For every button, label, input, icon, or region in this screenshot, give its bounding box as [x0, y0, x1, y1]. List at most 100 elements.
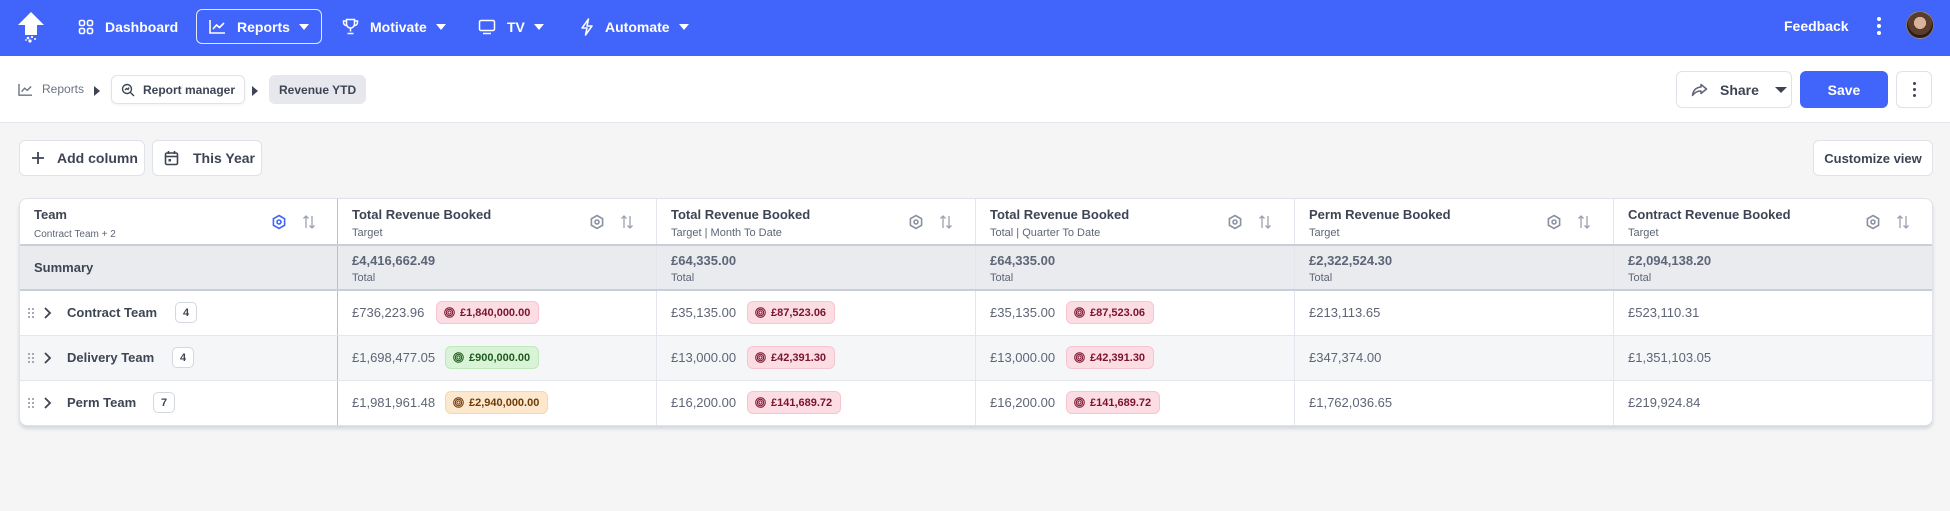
value-cell: £13,000.00 £42,391.30	[976, 336, 1295, 380]
target-value: £42,391.30	[1090, 351, 1146, 364]
customize-view-button[interactable]: Customize view	[1813, 140, 1933, 176]
column-subtitle: Target	[1628, 227, 1659, 239]
report-table: Team Contract Team + 2 Total Revenue Boo…	[19, 198, 1933, 426]
chevron-right-icon[interactable]	[42, 351, 52, 365]
cell-value: £16,200.00	[671, 395, 737, 410]
column-header-team: Team Contract Team + 2	[20, 199, 338, 244]
member-count-badge: 4	[172, 347, 194, 368]
table-row[interactable]: Contract Team 4 £736,223.96 £1,840,000.0…	[20, 291, 1932, 336]
sort-icon[interactable]	[620, 214, 634, 230]
date-range-button[interactable]: This Year	[152, 140, 262, 176]
nav-reports[interactable]: Reports	[196, 9, 322, 44]
breadcrumb-separator-icon	[94, 86, 100, 96]
drag-handle-icon[interactable]	[27, 307, 35, 319]
nav-dashboard[interactable]: Dashboard	[66, 9, 190, 44]
column-header: Total Revenue Booked Target	[338, 199, 657, 244]
feedback-link[interactable]: Feedback	[1784, 18, 1849, 34]
nav-motivate-label: Motivate	[370, 18, 427, 35]
target-badge: £87,523.06	[747, 301, 836, 324]
more-options-icon[interactable]	[1876, 17, 1882, 37]
plus-icon	[32, 152, 44, 164]
summary-cell: £4,416,662.49 Total	[338, 246, 657, 289]
value-cell: £523,110.31	[1614, 291, 1932, 335]
column-subtitle: Target	[352, 227, 383, 239]
nav-automate[interactable]: Automate	[568, 9, 701, 44]
drag-handle-icon[interactable]	[27, 352, 35, 364]
target-value: £141,689.72	[1090, 396, 1152, 409]
add-column-button[interactable]: Add column	[19, 140, 145, 176]
nav-tv[interactable]: TV	[466, 9, 556, 44]
chevron-down-icon	[435, 23, 446, 30]
team-name[interactable]: Contract Team	[67, 305, 158, 320]
target-icon	[1074, 352, 1085, 363]
settings-gear-icon[interactable]	[908, 214, 924, 230]
column-header: Perm Revenue Booked Target	[1295, 199, 1614, 244]
monitor-icon	[478, 19, 496, 34]
summary-label-cell: Summary	[20, 246, 338, 289]
drag-handle-icon[interactable]	[27, 397, 35, 409]
nav-automate-label: Automate	[605, 18, 670, 35]
chevron-down-icon	[1774, 86, 1787, 93]
target-value: £87,523.06	[771, 306, 827, 319]
sort-icon[interactable]	[1258, 214, 1272, 230]
chevron-right-icon[interactable]	[42, 396, 52, 410]
value-cell: £13,000.00 £42,391.30	[657, 336, 976, 380]
share-button[interactable]: Share	[1676, 71, 1792, 108]
settings-gear-icon[interactable]	[589, 214, 605, 230]
more-actions-button[interactable]	[1896, 71, 1932, 108]
calendar-icon	[164, 151, 179, 166]
sort-icon[interactable]	[1896, 214, 1910, 230]
sort-icon[interactable]	[939, 214, 953, 230]
value-cell: £35,135.00 £87,523.06	[976, 291, 1295, 335]
save-button[interactable]: Save	[1800, 71, 1888, 108]
summary-cell: £64,335.00 Total	[657, 246, 976, 289]
nav-motivate[interactable]: Motivate	[330, 9, 458, 44]
nav-dashboard-label: Dashboard	[105, 18, 179, 35]
settings-gear-icon[interactable]	[1546, 214, 1562, 230]
add-column-label: Add column	[57, 150, 138, 166]
column-title: Total Revenue Booked	[352, 207, 492, 222]
nav-reports-label: Reports	[237, 18, 290, 35]
summary-cell: £64,335.00 Total	[976, 246, 1295, 289]
chevron-right-icon[interactable]	[42, 306, 52, 320]
breadcrumb-separator-icon	[252, 86, 258, 96]
value-cell: £1,762,036.65	[1295, 381, 1614, 425]
summary-cell: £2,322,524.30 Total	[1295, 246, 1614, 289]
table-row[interactable]: Delivery Team 4 £1,698,477.05 £900,000.0…	[20, 336, 1932, 381]
app-logo-icon[interactable]	[16, 10, 46, 46]
value-cell: £347,374.00	[1295, 336, 1614, 380]
sort-icon[interactable]	[302, 214, 316, 230]
settings-gear-icon[interactable]	[1865, 214, 1881, 230]
value-cell: £16,200.00 £141,689.72	[657, 381, 976, 425]
summary-cell: £2,094,138.20 Total	[1614, 246, 1932, 289]
breadcrumb-reports-label: Reports	[42, 82, 85, 96]
value-cell: £35,135.00 £87,523.06	[657, 291, 976, 335]
chevron-down-icon	[298, 23, 309, 30]
settings-gear-icon[interactable]	[1227, 214, 1243, 230]
target-value: £42,391.30	[771, 351, 827, 364]
chart-line-icon	[209, 20, 225, 34]
chevron-down-icon	[533, 23, 544, 30]
cell-value: £35,135.00	[990, 305, 1056, 320]
breadcrumb-reports[interactable]: Reports	[18, 82, 84, 96]
target-badge: £2,940,000.00	[445, 391, 549, 414]
target-value: £900,000.00	[469, 351, 531, 364]
cell-value: £1,351,103.05	[1628, 350, 1712, 365]
table-row[interactable]: Perm Team 7 £1,981,961.48 £2,940,000.00 …	[20, 381, 1932, 425]
column-header: Total Revenue Booked Target | Month To D…	[657, 199, 976, 244]
top-nav: Dashboard Reports Motivate TV Automate F…	[0, 0, 1950, 56]
summary-value: £4,416,662.49	[352, 253, 436, 268]
team-name[interactable]: Delivery Team	[67, 350, 155, 365]
sort-icon[interactable]	[1577, 214, 1591, 230]
column-title: Total Revenue Booked	[990, 207, 1130, 222]
cell-value: £16,200.00	[990, 395, 1056, 410]
team-cell: Contract Team 4	[20, 291, 338, 335]
avatar[interactable]	[1906, 11, 1934, 39]
breadcrumb-report-manager[interactable]: Report manager	[111, 75, 246, 104]
settings-gear-icon[interactable]	[271, 214, 287, 230]
breadcrumb-current: Revenue YTD	[269, 75, 367, 104]
summary-value: £64,335.00	[671, 253, 737, 268]
team-name[interactable]: Perm Team	[67, 395, 137, 410]
cell-value: £1,698,477.05	[352, 350, 436, 365]
target-icon	[755, 397, 766, 408]
